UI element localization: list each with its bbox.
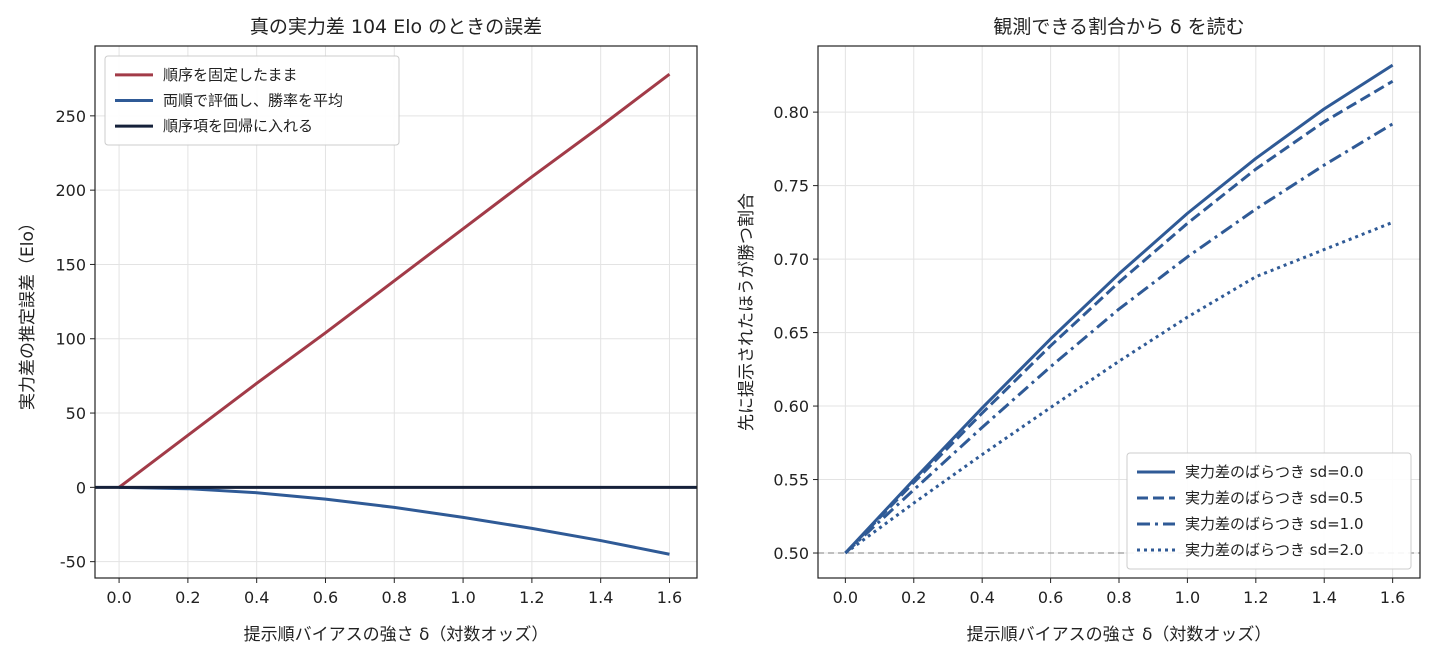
error-chart-y-tick-label: 0 [76,478,86,497]
rate-chart-legend-label: 実力差のばらつき sd=0.5 [1185,489,1364,507]
error-chart-y-tick-label: 150 [55,255,86,274]
rate-chart-y-tick-label: 0.80 [773,103,809,122]
rate-chart-x-tick-label: 1.2 [1243,588,1268,607]
error-chart-x-tick-label: 1.6 [657,588,682,607]
error-chart-x-label: 提示順バイアスの強さ δ（対数オッズ） [244,625,549,645]
rate-chart-legend: 実力差のばらつき sd=0.0 実力差のばらつき sd=0.5 実力差のばらつき s… [1126,452,1412,570]
error-chart-legend-label: 順序項を回帰に入れる [163,117,313,135]
error-chart-series-line-0 [118,73,671,489]
rate-chart-y-ticks: 0.50 0.55 0.60 0.65 0.70 0.75 0.80 [773,103,818,563]
rate-chart-x-label: 提示順バイアスの強さ δ（対数オッズ） [967,625,1272,645]
error-chart-y-tick-label: 50 [66,404,86,423]
error-chart-legend-label: 両順で評価し、勝率を平均 [163,92,343,110]
error-chart-x-tick-label: 0.8 [382,588,407,607]
error-chart-x-tick-label: 1.2 [519,588,544,607]
rate-chart-title: 観測できる割合から δ を読む [993,16,1244,38]
rate-chart-y-tick-label: 0.70 [773,250,809,269]
rate-chart-x-tick-label: 1.4 [1312,588,1337,607]
rate-chart-x-tick-label: 0.0 [833,588,858,607]
rate-chart-series-line-2 [844,122,1394,555]
rate-chart-series-line-3 [844,220,1394,555]
error-chart-title: 真の実力差 104 Elo のときの誤差 [250,16,542,38]
rate-chart-x-tick-label: 0.6 [1038,588,1063,607]
error-chart-x-tick-label: 0.2 [175,588,200,607]
rate-chart-series-line-0 [844,63,1394,555]
error-chart-series [95,73,697,556]
rate-chart-y-tick-label: 0.75 [773,177,809,196]
rate-chart-y-tick-label: 0.50 [773,544,809,563]
error-chart-y-label: 実力差の推定誤差（Elo） [18,214,38,410]
rate-chart-legend-label: 実力差のばらつき sd=0.0 [1185,463,1364,481]
rate-chart-x-tick-label: 0.2 [901,588,926,607]
rate-chart-series [844,63,1394,555]
rate-chart-series-line-1 [844,79,1394,555]
rate-chart-legend-label: 実力差のばらつき sd=2.0 [1185,541,1364,559]
error-chart-x-tick-label: 1.4 [588,588,613,607]
rate-chart-x-tick-label: 1.0 [1175,588,1200,607]
error-chart-x-tick-label: 0.4 [244,588,269,607]
error-chart-x-ticks: 0.0 0.2 0.4 0.6 0.8 1.0 1.2 1.4 1.6 [106,578,682,607]
rate-chart-legend-box [1126,452,1412,570]
error-chart-y-tick-label: -50 [60,553,86,572]
error-chart-y-tick-label: 250 [55,107,86,126]
error-chart-x-tick-label: 0.0 [106,588,131,607]
error-chart-legend-label: 順序を固定したまま [163,66,298,84]
error-chart-y-tick-label: 100 [55,330,86,349]
rate-chart-y-tick-label: 0.65 [773,324,809,343]
rate-chart-x-tick-label: 1.6 [1380,588,1405,607]
rate-chart-y-tick-label: 0.60 [773,397,809,416]
error-chart-y-ticks: -50 0 50 100 150 200 250 [55,107,95,572]
error-chart-series-line-1 [119,485,670,556]
rate-chart: 0.0 0.2 0.4 0.6 0.8 1.0 1.2 1.4 1.6 0.50 0.55 0.60… [737,16,1421,645]
rate-chart-legend-label: 実力差のばらつき sd=1.0 [1185,515,1364,533]
error-chart-legend-box [104,55,400,146]
error-chart-y-tick-label: 200 [55,181,86,200]
error-chart: 0.0 0.2 0.4 0.6 0.8 1.0 1.2 1.4 1.6 -50 0 50 100 150… [18,16,698,645]
rate-chart-y-label: 先に提示されたほうが勝つ割合 [737,193,757,431]
error-chart-x-tick-label: 1.0 [450,588,475,607]
rate-chart-x-tick-label: 0.8 [1106,588,1131,607]
rate-chart-x-ticks: 0.0 0.2 0.4 0.6 0.8 1.0 1.2 1.4 1.6 [833,578,1405,607]
rate-chart-y-tick-label: 0.55 [773,471,809,490]
error-chart-x-tick-label: 0.6 [313,588,338,607]
rate-chart-x-tick-label: 0.4 [969,588,994,607]
error-chart-frame [94,45,698,579]
